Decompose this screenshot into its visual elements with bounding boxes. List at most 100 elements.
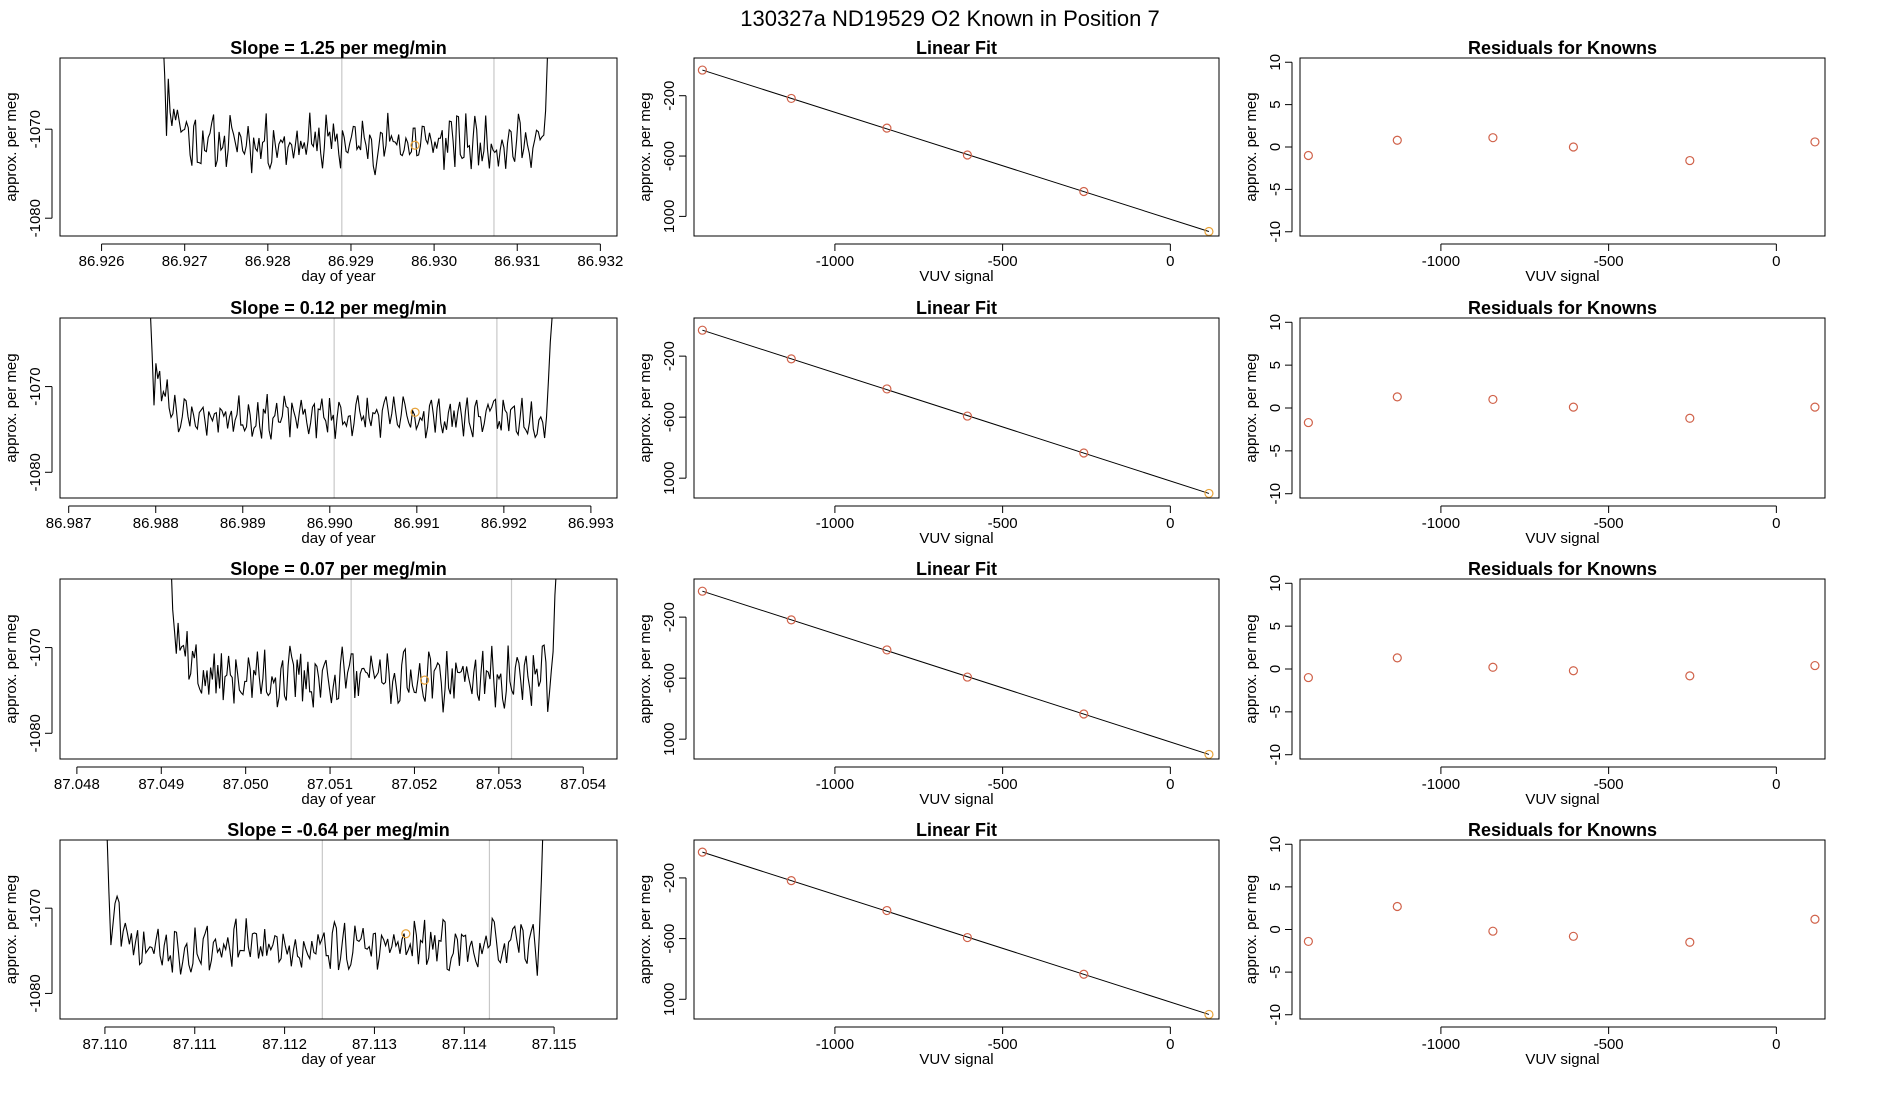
y-tick-label: 1000 <box>661 461 678 494</box>
y-tick-label: 0 <box>1267 925 1284 933</box>
x-tick-label: 0 <box>1772 515 1780 532</box>
data-point <box>962 150 973 160</box>
x-tick-label: 86.987 <box>46 515 92 532</box>
highlight-point <box>401 929 411 939</box>
x-axis-label: day of year <box>301 1051 375 1068</box>
data-point <box>1392 135 1402 145</box>
fit-line <box>702 69 1210 232</box>
data-point <box>1079 709 1089 719</box>
panel-plot-area <box>1303 133 1820 166</box>
y-tick-label: 5 <box>1267 883 1284 891</box>
y-axis-label: approx. per meg <box>3 353 20 462</box>
y-tick-label: -10 <box>1267 744 1284 766</box>
x-tick-label: 87.054 <box>560 776 606 793</box>
x-tick-label: -500 <box>1594 253 1624 270</box>
panel-r0-res: Residuals for Knowns -1000 -500 0 VUV signal… <box>1243 38 1826 285</box>
x-axis-label: VUV signal <box>919 1051 993 1068</box>
panel-frame <box>1299 317 1826 499</box>
data-point <box>1488 662 1498 672</box>
data-point <box>697 325 707 335</box>
x-tick-label: 87.048 <box>54 776 100 793</box>
highlight-point <box>410 407 420 417</box>
x-tick-label: -1000 <box>816 515 854 532</box>
highlight-point <box>1204 749 1214 759</box>
highlight-point <box>419 675 430 685</box>
x-axis-label: day of year <box>301 791 375 808</box>
x-tick-label: 86.992 <box>481 515 527 532</box>
y-tick-label: -200 <box>661 81 678 111</box>
panel-r1-ts: Slope = 0.12 per meg/min 86.987 86.988 86.9… <box>3 298 618 547</box>
y-tick-label: 5 <box>1267 622 1284 630</box>
y-tick-label: -1070 <box>27 628 44 666</box>
panel-plot-area <box>1303 392 1820 428</box>
panel-r0-ts: Slope = 1.25 per meg/min 86.926 86.927 86.9… <box>3 38 623 285</box>
x-tick-label: 86.928 <box>245 253 291 270</box>
y-axis-label: approx. per meg <box>637 614 654 723</box>
data-point <box>1685 155 1695 166</box>
x-tick-label: -500 <box>1594 776 1624 793</box>
data-point <box>962 672 973 682</box>
data-point <box>786 615 796 625</box>
data-point <box>1079 448 1089 458</box>
x-tick-label: 86.989 <box>220 515 266 532</box>
panel-plot-area <box>1303 901 1820 947</box>
data-point <box>697 65 707 75</box>
x-tick-label: 86.931 <box>494 253 540 270</box>
x-tick-label: -1000 <box>816 253 854 270</box>
data-point <box>882 123 892 133</box>
panel-r2-res: Residuals for Knowns -1000 -500 0 VUV signal… <box>1243 559 1826 808</box>
y-axis-label: approx. per meg <box>1243 875 1260 984</box>
x-tick-label: 87.050 <box>223 776 269 793</box>
panels-group: Slope = 1.25 per meg/min 86.926 86.927 86.9… <box>3 38 1826 1068</box>
y-tick-label: -10 <box>1267 221 1284 243</box>
panel-frame <box>59 839 618 1020</box>
fit-line <box>702 329 1210 494</box>
trace-line <box>163 58 548 176</box>
data-point <box>882 384 892 394</box>
x-axis-label: day of year <box>301 268 375 285</box>
panel-frame <box>1299 839 1826 1020</box>
x-tick-label: 86.991 <box>394 515 440 532</box>
x-axis-label: VUV signal <box>1525 530 1599 547</box>
y-tick-label: -200 <box>661 863 678 893</box>
data-point <box>882 645 892 655</box>
data-point <box>1488 133 1498 143</box>
y-tick-label: 10 <box>1267 314 1284 331</box>
data-point <box>1568 142 1579 152</box>
data-point <box>1810 137 1820 147</box>
highlight-point <box>1204 488 1214 498</box>
x-tick-label: -1000 <box>1422 776 1460 793</box>
figure-suptitle: 130327a ND19529 O2 Known in Position 7 <box>740 6 1160 31</box>
panel-r3-fit: Linear Fit -1000 -500 0 VUV signal 1000 -600 -2… <box>637 820 1220 1068</box>
data-point <box>786 876 796 886</box>
panel-plot-area <box>697 325 1214 498</box>
x-tick-label: 86.927 <box>162 253 208 270</box>
data-point <box>1303 150 1313 161</box>
data-point <box>1568 931 1579 941</box>
x-axis-label: VUV signal <box>1525 1051 1599 1068</box>
data-point <box>1810 914 1820 924</box>
panel-title: Slope = 0.07 per meg/min <box>230 559 447 579</box>
panel-frame <box>1299 578 1826 760</box>
panel-title: Linear Fit <box>916 820 997 840</box>
y-tick-label: -1070 <box>27 367 44 405</box>
data-point <box>1392 901 1402 912</box>
data-point <box>786 354 796 364</box>
highlight-point <box>1204 226 1214 236</box>
y-tick-label: -600 <box>661 663 678 693</box>
panel-frame <box>693 57 1220 237</box>
panel-title: Linear Fit <box>916 298 997 318</box>
data-point <box>786 93 796 104</box>
panel-plot-area <box>106 840 544 1019</box>
y-tick-label: 5 <box>1267 361 1284 369</box>
data-point <box>1685 671 1695 681</box>
x-tick-label: 87.049 <box>138 776 184 793</box>
y-axis-label: approx. per meg <box>3 614 20 723</box>
y-axis-label: approx. per meg <box>1243 92 1260 201</box>
data-point <box>1303 672 1313 683</box>
x-axis-label: VUV signal <box>1525 268 1599 285</box>
y-axis-label: approx. per meg <box>637 875 654 984</box>
panel-plot-area <box>1303 653 1820 683</box>
data-point <box>1810 402 1820 412</box>
panel-title: Linear Fit <box>916 38 997 58</box>
